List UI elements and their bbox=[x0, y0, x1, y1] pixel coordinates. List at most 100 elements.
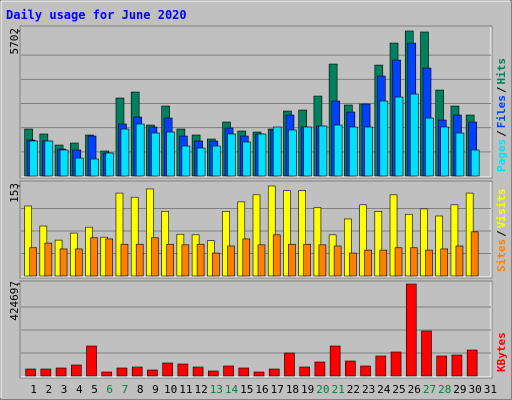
bar bbox=[394, 247, 403, 277]
bar bbox=[284, 352, 295, 377]
bar bbox=[40, 368, 52, 377]
bar bbox=[440, 248, 449, 277]
bar bbox=[147, 369, 158, 377]
bar bbox=[345, 360, 356, 377]
chart-title: Daily usage for June 2020 bbox=[6, 8, 187, 22]
bar bbox=[29, 247, 37, 277]
bar bbox=[74, 248, 83, 277]
bar bbox=[314, 361, 326, 377]
bar bbox=[436, 355, 448, 377]
bar bbox=[455, 245, 464, 277]
x-tick-label: 2 bbox=[46, 383, 53, 396]
bar bbox=[208, 370, 219, 377]
bar bbox=[192, 366, 204, 377]
x-tick-label: 24 bbox=[377, 383, 391, 396]
x-tick-label: 27 bbox=[423, 383, 436, 396]
x-tick-label: 1 bbox=[30, 383, 37, 396]
bar bbox=[389, 194, 398, 277]
legend-entry: KBytes bbox=[495, 332, 508, 372]
bar bbox=[90, 237, 98, 277]
legend-separator: / bbox=[495, 130, 508, 137]
legend-entry: Visits bbox=[495, 189, 508, 229]
bar bbox=[70, 364, 82, 377]
bar bbox=[409, 93, 419, 177]
bar bbox=[466, 349, 478, 377]
bar bbox=[470, 231, 479, 277]
bar bbox=[223, 365, 234, 377]
bar bbox=[116, 367, 128, 377]
bar bbox=[196, 147, 206, 177]
bar bbox=[288, 243, 296, 277]
bar bbox=[374, 210, 383, 277]
bar bbox=[404, 213, 413, 277]
bar bbox=[421, 330, 432, 377]
y-tick-label: 424697 bbox=[8, 281, 21, 321]
bar bbox=[470, 149, 480, 177]
x-tick-label: 30 bbox=[469, 383, 482, 396]
bar bbox=[212, 145, 221, 177]
bar bbox=[24, 205, 32, 277]
bar bbox=[105, 238, 114, 277]
bar bbox=[130, 196, 139, 277]
bar bbox=[227, 245, 235, 277]
x-tick-label: 5 bbox=[91, 383, 98, 396]
bar bbox=[115, 192, 124, 277]
bar bbox=[257, 133, 267, 177]
bar bbox=[105, 152, 115, 177]
bar bbox=[299, 366, 310, 377]
x-tick-label: 15 bbox=[240, 383, 253, 396]
bar bbox=[162, 362, 173, 377]
x-tick-label: 23 bbox=[362, 383, 375, 396]
x-tick-label: 8 bbox=[137, 383, 144, 396]
x-tick-label: 9 bbox=[152, 383, 159, 396]
bar bbox=[288, 129, 297, 177]
bar bbox=[120, 243, 129, 277]
x-tick-label: 20 bbox=[316, 383, 329, 396]
bar bbox=[364, 126, 373, 177]
x-tick-label: 13 bbox=[210, 383, 223, 396]
bar bbox=[375, 355, 387, 377]
bar bbox=[29, 140, 38, 177]
bar bbox=[242, 238, 251, 277]
bar bbox=[25, 368, 36, 377]
bar bbox=[166, 243, 174, 277]
bar bbox=[318, 125, 328, 177]
x-tick-label: 21 bbox=[332, 383, 345, 396]
bar bbox=[425, 117, 434, 177]
bar bbox=[344, 218, 352, 277]
bar bbox=[161, 210, 169, 277]
bar bbox=[349, 252, 357, 277]
bar bbox=[303, 126, 312, 177]
bar bbox=[131, 366, 143, 377]
bar bbox=[146, 188, 154, 277]
x-tick-label: 18 bbox=[286, 383, 299, 396]
bar bbox=[267, 185, 276, 277]
legend-entry: Hits bbox=[495, 58, 508, 85]
x-tick-label: 12 bbox=[194, 383, 207, 396]
legend-entry: Files bbox=[495, 95, 508, 128]
bar bbox=[298, 190, 306, 277]
bar bbox=[303, 243, 311, 277]
bar bbox=[272, 126, 282, 177]
bar bbox=[359, 204, 367, 277]
x-tick-label: 28 bbox=[438, 383, 451, 396]
bar bbox=[425, 249, 433, 277]
bar bbox=[333, 245, 342, 277]
bar bbox=[318, 244, 327, 277]
legend: Pages/Files/Hits bbox=[495, 58, 508, 172]
bar bbox=[455, 132, 465, 177]
bar bbox=[268, 368, 280, 377]
bar bbox=[135, 243, 144, 277]
bar bbox=[86, 345, 97, 377]
legend-separator: / bbox=[495, 230, 508, 237]
bar bbox=[212, 252, 220, 277]
bar bbox=[360, 365, 371, 377]
bar bbox=[329, 345, 341, 377]
bar bbox=[166, 131, 175, 177]
x-tick-label: 6 bbox=[106, 383, 113, 396]
bar bbox=[59, 149, 69, 177]
bar bbox=[44, 242, 53, 277]
legend-separator: / bbox=[495, 86, 508, 93]
bar bbox=[333, 124, 343, 177]
x-tick-label: 17 bbox=[271, 383, 284, 396]
